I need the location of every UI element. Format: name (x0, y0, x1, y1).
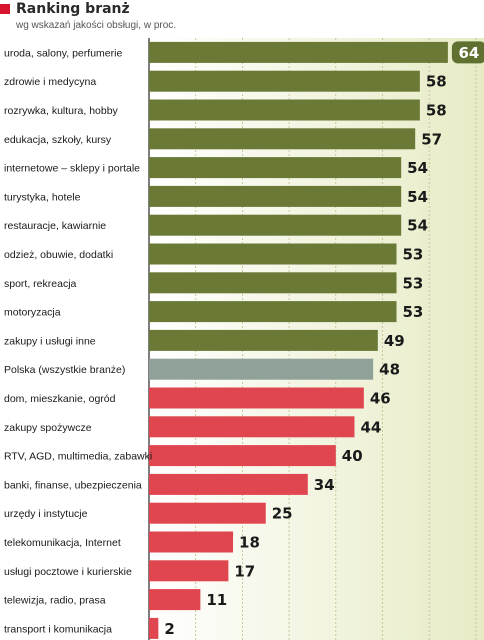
bar (149, 243, 397, 265)
category-label: odzież, obuwie, dodatki (4, 249, 113, 261)
bar (149, 473, 308, 495)
bar (149, 272, 397, 294)
category-label: restauracje, kawiarnie (4, 220, 106, 232)
bar (149, 185, 402, 207)
value-label: 53 (403, 303, 424, 321)
value-labels: 64 58 58 57 54 54 54 53 53 53 49 48 46 44 40 34 25 18 17 11… (164, 41, 484, 638)
chart-title: Ranking branż (16, 1, 130, 17)
value-label: 40 (342, 447, 363, 465)
category-label: transport i komunikacja (4, 623, 112, 635)
category-labels: uroda, salony, perfumerie zdrowie i medyc… (4, 47, 152, 635)
bar (149, 502, 266, 524)
value-label: 54 (407, 217, 428, 235)
category-label: Polska (wszystkie branże) (4, 364, 125, 376)
category-label: telekomunikacja, Internet (4, 537, 121, 549)
value-label: 53 (403, 246, 424, 264)
category-label: turystyka, hotele (4, 191, 81, 203)
bar (149, 416, 355, 438)
bar (149, 387, 364, 409)
value-label: 54 (407, 159, 428, 177)
category-label: edukacja, szkoły, kursy (4, 134, 112, 146)
category-label: usługi pocztowe i kurierskie (4, 566, 132, 578)
category-label: RTV, AGD, multimedia, zabawki (4, 451, 152, 463)
value-label: 18 (239, 534, 260, 552)
category-label: zakupy i usługi inne (4, 335, 96, 347)
bar (149, 70, 420, 92)
bar (149, 329, 378, 351)
bar (149, 99, 420, 121)
category-label: zakupy spożywcze (4, 422, 92, 434)
value-label: 58 (426, 102, 447, 120)
chart-subtitle: wg wskazań jakości obsługi, w proc. (16, 20, 177, 31)
value-label: 46 (370, 390, 391, 408)
category-label: zdrowie i medycyna (4, 76, 96, 88)
value-label: 49 (384, 332, 405, 350)
value-label: 58 (426, 73, 447, 91)
value-badge (451, 41, 484, 64)
value-label: 48 (379, 361, 400, 379)
bar (149, 531, 234, 553)
title-marker-square (0, 4, 10, 14)
bar (149, 128, 416, 150)
value-label: 54 (407, 188, 428, 206)
category-label: telewizja, radio, prasa (4, 595, 106, 607)
category-label: internetowe – sklepy i portale (4, 163, 140, 175)
bar (149, 445, 336, 467)
bar (149, 214, 402, 236)
value-label: 53 (403, 274, 424, 292)
bar (149, 301, 397, 323)
bar (149, 589, 201, 611)
category-label: motoryzacja (4, 307, 61, 319)
value-label: 17 (234, 562, 255, 580)
value-label: 11 (206, 591, 227, 609)
value-label: 2 (164, 620, 174, 638)
value-label: 57 (421, 130, 442, 148)
category-label: urzędy i instytucje (4, 508, 88, 520)
bars (149, 41, 448, 639)
category-label: rozrywka, kultura, hobby (4, 105, 119, 117)
bar (149, 157, 402, 179)
bar (149, 41, 448, 63)
bar (149, 617, 159, 639)
category-label: sport, rekreacja (4, 278, 77, 290)
value-label: 34 (314, 476, 335, 494)
value-label: 44 (360, 418, 381, 436)
value-label: 64 (458, 44, 479, 62)
category-label: uroda, salony, perfumerie (4, 47, 122, 59)
bar (149, 560, 229, 582)
category-label: dom, mieszkanie, ogród (4, 393, 116, 405)
bar (149, 358, 374, 380)
value-label: 25 (272, 505, 293, 523)
category-label: banki, finanse, ubezpieczenia (4, 479, 142, 491)
chart-title-row: Ranking branż (0, 0, 130, 18)
